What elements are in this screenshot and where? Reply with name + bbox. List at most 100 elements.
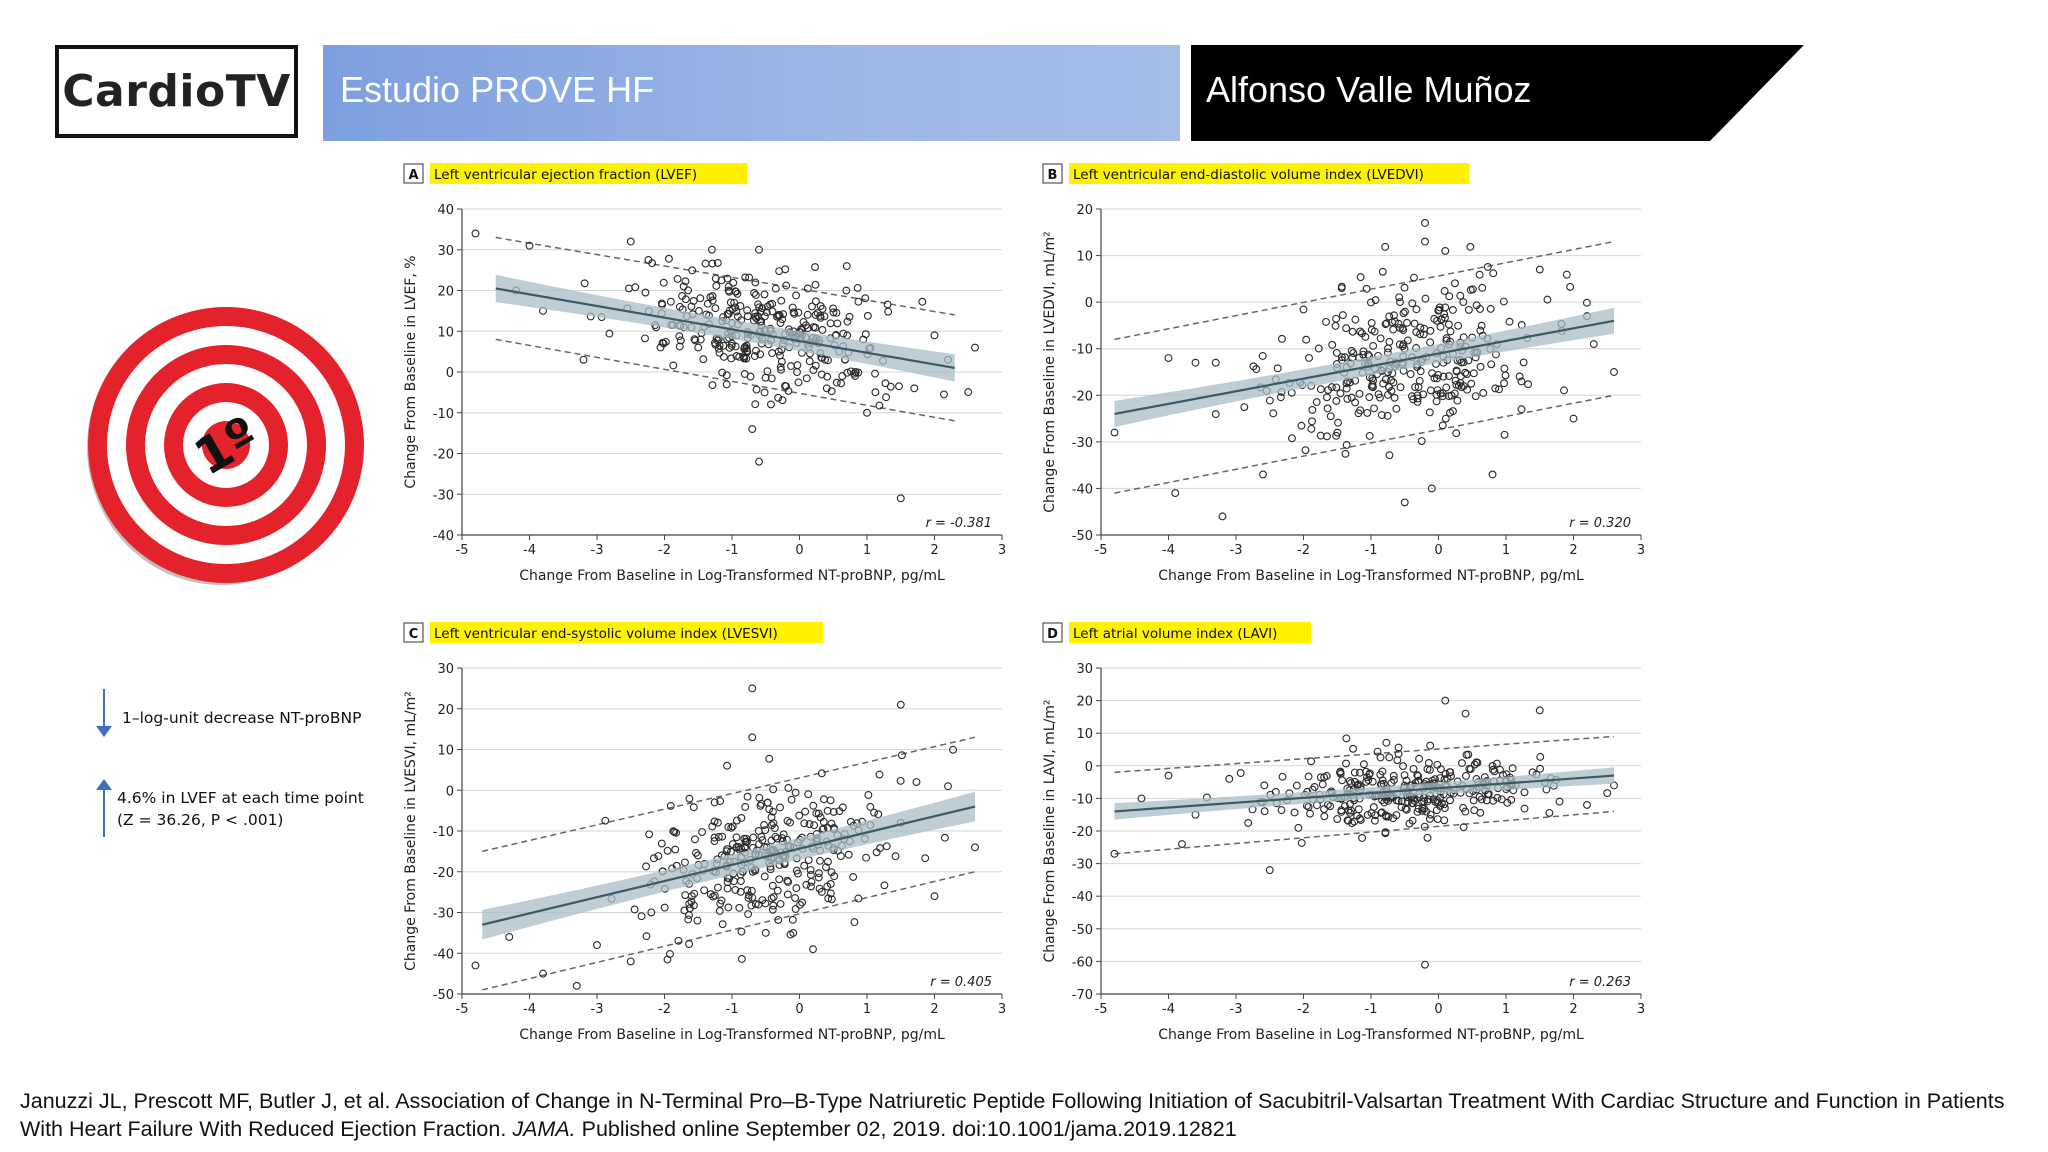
scatter-point xyxy=(700,886,709,895)
scatter-point xyxy=(1342,759,1350,768)
scatter-point xyxy=(1110,849,1119,858)
scatter-point xyxy=(505,933,514,941)
y-tick-label: -70 xyxy=(1072,988,1093,1003)
scatter-point xyxy=(1365,431,1374,440)
scatter-point xyxy=(641,288,650,297)
scatter-point xyxy=(827,387,836,396)
scatter-point xyxy=(1331,321,1340,330)
scatter-point xyxy=(748,425,757,433)
scatter-point xyxy=(1413,394,1422,403)
scatter-point xyxy=(1457,358,1466,367)
scatter-point xyxy=(1350,768,1359,777)
scatter-point xyxy=(1425,765,1434,774)
x-tick-label: -1 xyxy=(1365,1002,1378,1017)
scatter-point xyxy=(1441,313,1449,322)
scatter-point xyxy=(1414,804,1423,813)
x-axis-label: Change From Baseline in Log-Transformed … xyxy=(519,1027,945,1043)
scatter-point xyxy=(787,362,795,371)
y-tick-label: 0 xyxy=(446,366,454,381)
scatter-point xyxy=(775,875,784,884)
scatter-point xyxy=(784,784,793,792)
scatter-point xyxy=(1389,776,1398,784)
note-increase-1: 4.6% in LVEF at each time point xyxy=(117,789,364,807)
speaker-name: Alfonso Valle Muñoz xyxy=(1206,69,1532,110)
prediction-lower-line xyxy=(1114,810,1615,855)
scatter-point xyxy=(803,310,812,319)
scatter-point xyxy=(1415,754,1424,763)
scatter-point xyxy=(1477,321,1486,330)
scatter-point xyxy=(829,807,838,816)
scatter-point xyxy=(1376,334,1385,343)
scatter-point xyxy=(723,884,732,893)
scatter-point xyxy=(1437,799,1446,808)
scatter-point xyxy=(971,343,979,352)
scatter-point xyxy=(1244,818,1253,827)
scatter-point xyxy=(580,279,589,288)
scatter-point xyxy=(811,280,820,289)
scatter-point xyxy=(1259,470,1267,479)
correlation-label: r = 0.320 xyxy=(1569,516,1631,531)
x-tick-label: -1 xyxy=(726,1002,739,1017)
scatter-point xyxy=(1225,774,1234,783)
scatter-point xyxy=(525,241,534,250)
citation-details: Published online September 02, 2019. doi… xyxy=(581,1117,1237,1141)
scatter-point xyxy=(751,278,760,287)
scatter-point xyxy=(871,388,880,397)
scatter-point xyxy=(666,297,675,306)
panel-title: Left ventricular ejection fraction (LVEF… xyxy=(434,167,697,183)
scatter-point xyxy=(746,372,755,381)
scatter-point xyxy=(714,832,723,841)
scatter-point xyxy=(1440,310,1449,319)
scatter-point xyxy=(715,907,724,915)
scatter-point xyxy=(874,810,883,819)
scatter-point xyxy=(707,245,716,254)
scatter-point xyxy=(1307,757,1316,766)
scatter-point xyxy=(1555,797,1564,806)
scatter-point xyxy=(1383,411,1392,420)
scatter-point xyxy=(1356,273,1365,282)
prediction-upper-line xyxy=(1114,240,1615,341)
scatter-point xyxy=(471,961,480,970)
prediction-upper-line xyxy=(1114,735,1615,774)
scatter-point xyxy=(861,330,870,339)
regression-line xyxy=(1114,774,1615,813)
scatter-point xyxy=(1476,305,1484,313)
scatter-point xyxy=(1452,367,1461,376)
scatter-point xyxy=(739,352,748,361)
x-tick-label: -3 xyxy=(1230,1002,1243,1017)
scatter-point xyxy=(710,833,719,842)
scatter-point xyxy=(1379,379,1388,388)
scatter-point xyxy=(749,833,758,842)
scatter-point xyxy=(572,981,581,990)
scatter-point xyxy=(751,900,760,909)
y-tick-label: -10 xyxy=(1072,792,1093,807)
scatter-point xyxy=(784,878,793,886)
scatter-point xyxy=(1425,408,1434,417)
scatter-point xyxy=(1440,287,1449,295)
scatter-point xyxy=(703,299,712,308)
scatter-point xyxy=(1336,767,1345,776)
scatter-point xyxy=(776,899,785,908)
scatter-point xyxy=(699,355,708,364)
correlation-label: r = -0.381 xyxy=(926,516,992,531)
scatter-point xyxy=(794,308,803,317)
y-tick-label: -40 xyxy=(433,529,454,544)
scatter-point xyxy=(1334,418,1343,427)
scatter-point xyxy=(793,368,801,377)
scatter-point xyxy=(864,790,873,799)
scatter-point xyxy=(1110,428,1119,437)
y-tick-label: 10 xyxy=(1076,250,1093,265)
scatter-point xyxy=(971,843,979,852)
scatter-point xyxy=(732,843,741,851)
scatter-point xyxy=(755,245,763,254)
scatter-point xyxy=(794,378,803,387)
scatter-point xyxy=(891,852,900,861)
scatter-point xyxy=(1519,358,1528,367)
scatter-point xyxy=(744,894,753,902)
x-tick-label: -5 xyxy=(456,543,469,558)
scatter-point xyxy=(1302,335,1311,344)
scatter-point xyxy=(1432,397,1441,406)
scatter-point xyxy=(1459,298,1468,307)
chart-panel-d: D Left atrial volume index (LAVI) -70 -60 -5… xyxy=(1042,622,1645,1043)
scatter-point xyxy=(776,363,785,372)
